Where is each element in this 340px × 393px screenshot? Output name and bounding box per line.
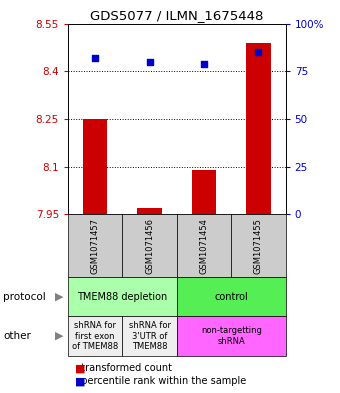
Text: ■: ■ (75, 363, 85, 373)
Bar (137, 208, 162, 214)
Point (201, 61, 207, 67)
Text: control: control (214, 292, 248, 302)
Text: GSM1071456: GSM1071456 (145, 218, 154, 274)
Bar (192, 170, 216, 214)
Text: non-targetting
shRNA: non-targetting shRNA (201, 326, 262, 346)
Text: ▶: ▶ (55, 331, 64, 341)
Point (256, 49, 261, 55)
Bar (246, 43, 271, 214)
Bar (83, 119, 107, 214)
Text: protocol: protocol (3, 292, 46, 302)
Text: GSM1071457: GSM1071457 (91, 218, 100, 274)
Text: GSM1071455: GSM1071455 (254, 218, 263, 274)
Text: transformed count: transformed count (75, 363, 172, 373)
Point (92, 55, 98, 61)
Text: other: other (3, 331, 31, 341)
Text: ■: ■ (75, 376, 85, 386)
Text: TMEM88 depletion: TMEM88 depletion (77, 292, 168, 302)
Text: shRNA for
3'UTR of
TMEM88: shRNA for 3'UTR of TMEM88 (129, 321, 171, 351)
Text: GSM1071454: GSM1071454 (200, 218, 208, 274)
Title: GDS5077 / ILMN_1675448: GDS5077 / ILMN_1675448 (90, 9, 264, 22)
Text: ▶: ▶ (55, 292, 64, 302)
Text: percentile rank within the sample: percentile rank within the sample (75, 376, 246, 386)
Text: shRNA for
first exon
of TMEM88: shRNA for first exon of TMEM88 (72, 321, 118, 351)
Point (147, 59, 152, 65)
